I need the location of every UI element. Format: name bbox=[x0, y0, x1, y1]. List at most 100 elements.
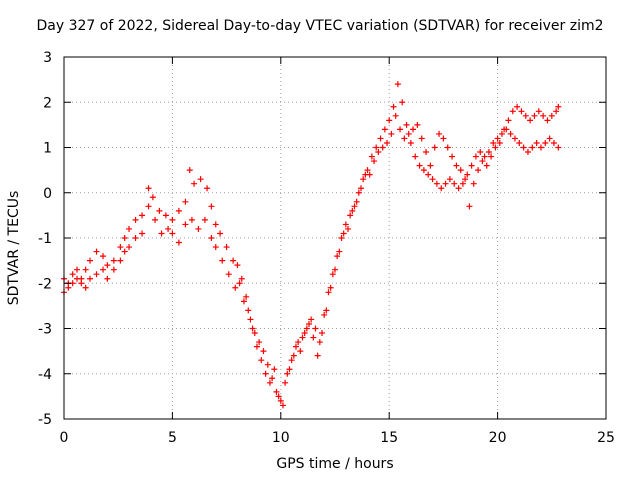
data-point bbox=[548, 112, 555, 119]
data-point bbox=[327, 284, 334, 291]
data-point bbox=[546, 135, 553, 142]
data-point bbox=[152, 216, 159, 223]
data-point bbox=[358, 185, 365, 192]
data-point bbox=[256, 339, 263, 346]
data-point bbox=[371, 158, 378, 165]
data-point bbox=[299, 334, 306, 341]
data-point bbox=[347, 212, 354, 219]
data-point bbox=[403, 121, 410, 128]
data-point bbox=[110, 257, 117, 264]
data-point bbox=[191, 180, 198, 187]
data-point bbox=[429, 176, 436, 183]
data-point bbox=[290, 352, 297, 359]
data-point bbox=[399, 99, 406, 106]
data-point bbox=[156, 207, 163, 214]
data-point bbox=[514, 103, 521, 110]
x-tick-label: 25 bbox=[597, 430, 615, 446]
data-point bbox=[78, 280, 85, 287]
data-point bbox=[126, 244, 133, 251]
data-point bbox=[329, 271, 336, 278]
data-point bbox=[312, 325, 319, 332]
data-point bbox=[208, 203, 215, 210]
y-tick-label: -3 bbox=[38, 322, 52, 338]
data-point bbox=[117, 257, 124, 264]
data-point bbox=[292, 343, 299, 350]
data-point bbox=[397, 126, 404, 133]
data-point bbox=[438, 185, 445, 192]
data-point bbox=[351, 203, 358, 210]
data-point bbox=[550, 139, 557, 146]
data-point bbox=[366, 171, 373, 178]
data-point bbox=[405, 130, 412, 137]
data-point bbox=[197, 176, 204, 183]
data-point bbox=[279, 402, 286, 409]
data-point bbox=[509, 108, 516, 115]
data-point bbox=[420, 167, 427, 174]
grid-lines bbox=[64, 57, 606, 419]
data-point bbox=[416, 162, 423, 169]
data-point bbox=[286, 366, 293, 373]
data-point bbox=[537, 144, 544, 151]
data-point bbox=[472, 153, 479, 160]
data-point bbox=[234, 262, 241, 269]
data-point bbox=[100, 266, 107, 273]
data-point bbox=[449, 153, 456, 160]
data-point bbox=[271, 366, 278, 373]
data-point bbox=[260, 348, 267, 355]
data-point bbox=[284, 370, 291, 377]
data-point bbox=[316, 339, 323, 346]
data-point bbox=[219, 257, 226, 264]
data-point bbox=[332, 266, 338, 273]
data-point bbox=[269, 375, 276, 382]
data-point bbox=[249, 325, 256, 332]
data-point bbox=[132, 216, 139, 223]
data-point bbox=[273, 388, 280, 395]
data-point bbox=[87, 257, 94, 264]
data-point bbox=[145, 203, 152, 210]
data-point bbox=[345, 225, 352, 232]
data-point bbox=[529, 144, 536, 151]
data-point bbox=[323, 307, 330, 314]
data-point bbox=[182, 221, 189, 228]
data-point bbox=[544, 117, 551, 124]
data-point bbox=[386, 117, 393, 124]
data-point bbox=[338, 235, 345, 241]
data-point bbox=[212, 244, 219, 251]
data-point bbox=[464, 171, 471, 178]
data-point bbox=[368, 153, 375, 160]
data-point bbox=[253, 343, 260, 350]
data-points bbox=[61, 81, 562, 409]
data-point bbox=[126, 225, 133, 232]
data-point bbox=[414, 121, 421, 128]
series-2 bbox=[61, 103, 562, 409]
data-point bbox=[212, 221, 219, 228]
data-point bbox=[82, 266, 89, 273]
data-point bbox=[498, 130, 505, 137]
data-point bbox=[266, 379, 273, 386]
x-tick-label: 20 bbox=[489, 430, 507, 446]
data-point bbox=[69, 271, 76, 278]
data-point bbox=[93, 248, 100, 255]
data-point bbox=[258, 357, 265, 364]
data-point bbox=[87, 275, 94, 282]
data-point bbox=[288, 357, 295, 364]
data-point bbox=[175, 207, 182, 214]
data-point bbox=[165, 225, 172, 232]
data-point bbox=[277, 397, 284, 404]
x-tick-label: 10 bbox=[272, 430, 290, 446]
data-point bbox=[225, 271, 232, 278]
data-point bbox=[295, 339, 302, 346]
data-point bbox=[340, 230, 347, 237]
y-tick-label: 3 bbox=[43, 50, 52, 66]
data-point bbox=[488, 153, 495, 160]
data-point bbox=[494, 135, 501, 142]
data-point bbox=[195, 225, 202, 232]
data-point bbox=[527, 117, 534, 124]
data-point bbox=[175, 239, 182, 246]
data-point bbox=[505, 117, 512, 124]
data-point bbox=[217, 230, 224, 237]
data-point bbox=[407, 139, 414, 146]
data-point bbox=[410, 126, 417, 133]
data-point bbox=[401, 135, 408, 142]
data-point bbox=[139, 212, 146, 219]
